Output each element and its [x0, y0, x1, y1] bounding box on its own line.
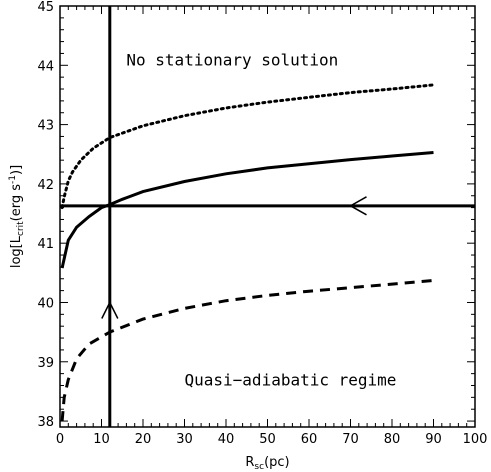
reference-lines-group	[60, 6, 475, 427]
y-tick-label: 41	[37, 237, 54, 252]
curves-group	[60, 83, 435, 422]
y-axis-title: log[Lcrit(erg s-1)]	[8, 165, 26, 268]
curve-dotted	[60, 83, 435, 210]
y-axis-title-sub: crit	[16, 221, 26, 236]
x-axis-title-sub: sc	[254, 462, 264, 472]
curve-solid	[60, 151, 434, 269]
x-tick-label: 80	[384, 432, 401, 447]
y-axis-title-sup: -1	[8, 175, 18, 184]
x-tick-label: 70	[342, 432, 359, 447]
y-tick-label: 40	[37, 296, 54, 311]
x-tick-label: 40	[218, 432, 235, 447]
y-axis-title-post: )]	[9, 165, 24, 175]
y-tick-label: 44	[37, 59, 54, 74]
x-tick-label: 50	[259, 432, 276, 447]
y-tick-label: 43	[37, 119, 54, 134]
ticks-group: 0 10 20 30 40 50 60 70 80 90 100 38 39 40 41 42 43 44 45	[37, 0, 487, 447]
arrow-up-icon	[101, 300, 119, 319]
x-tick-label: 0	[56, 432, 64, 447]
y-tick-label: 42	[37, 178, 54, 193]
x-tick-label: 10	[93, 432, 110, 447]
annotations-group: No stationary solution Quasi−adiabatic re…	[126, 50, 396, 389]
y-tick-label: 39	[37, 356, 54, 371]
y-axis-title-pre: log[L	[9, 235, 24, 268]
x-tick-label: 60	[301, 432, 318, 447]
y-axis-title-mid: (erg s	[9, 184, 24, 222]
x-axis-title-main: R	[245, 455, 254, 470]
arrow-left-icon	[348, 196, 367, 216]
x-tick-label: 90	[425, 432, 442, 447]
annotation-0: No stationary solution	[126, 50, 338, 69]
x-axis-title: Rsc(pc)	[245, 455, 289, 472]
x-axis-title-unit: (pc)	[264, 455, 290, 470]
x-tick-label: 30	[176, 432, 193, 447]
curve-dashed	[60, 279, 434, 422]
y-tick-label: 45	[37, 0, 54, 15]
x-tick-label: 100	[463, 432, 488, 447]
x-tick-label: 20	[135, 432, 152, 447]
y-tick-label: 38	[37, 415, 54, 430]
annotation-1: Quasi−adiabatic regime	[185, 370, 397, 389]
